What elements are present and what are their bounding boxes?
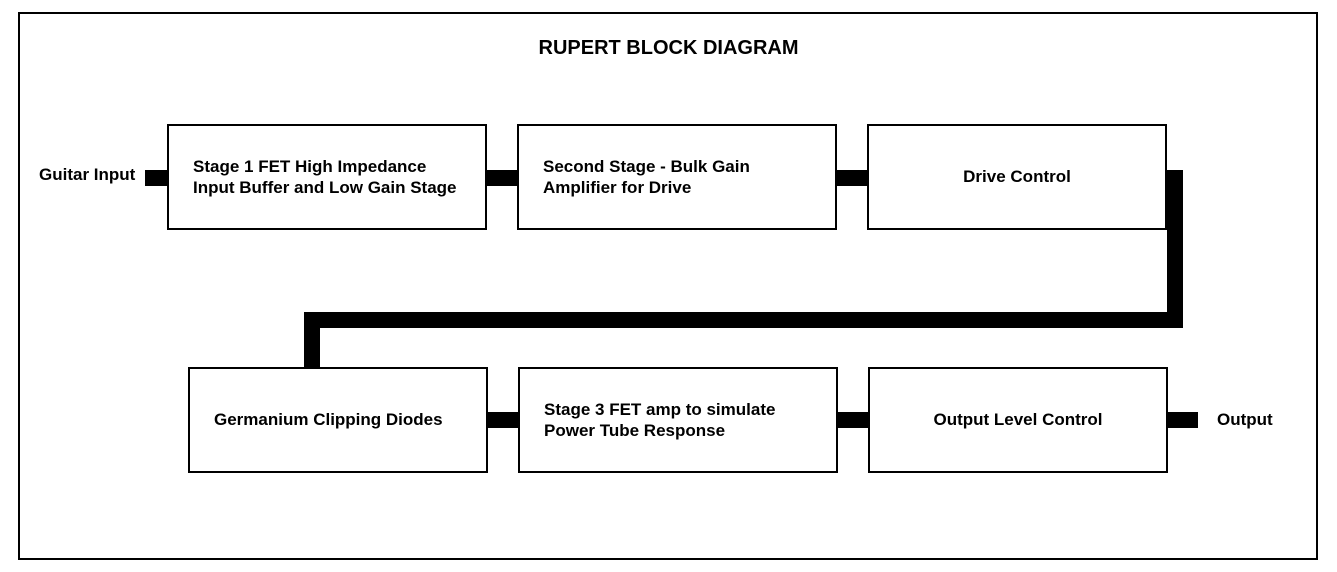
guitar-input-label: Guitar Input bbox=[39, 165, 135, 185]
block-outlvl-text: Output Level Control bbox=[933, 409, 1102, 430]
edge-s3-out bbox=[838, 412, 868, 428]
edge-across bbox=[304, 312, 1183, 328]
block-outlvl: Output Level Control bbox=[868, 367, 1168, 473]
block-stage1-text: Stage 1 FET High Impedance Input Buffer … bbox=[193, 156, 461, 199]
block-stage2-text: Second Stage - Bulk Gain Amplifier for D… bbox=[543, 156, 811, 199]
block-clip: Germanium Clipping Diodes bbox=[188, 367, 488, 473]
edge-out-lbl bbox=[1168, 412, 1198, 428]
block-stage3: Stage 3 FET amp to simulate Power Tube R… bbox=[518, 367, 838, 473]
block-stage2: Second Stage - Bulk Gain Amplifier for D… bbox=[517, 124, 837, 230]
block-stage1: Stage 1 FET High Impedance Input Buffer … bbox=[167, 124, 487, 230]
block-clip-text: Germanium Clipping Diodes bbox=[214, 409, 443, 430]
output-label: Output bbox=[1217, 410, 1273, 430]
edge-down-clip bbox=[304, 312, 320, 367]
edge-dr-down bbox=[1167, 170, 1183, 328]
diagram-title: RUPERT BLOCK DIAGRAM bbox=[0, 37, 1337, 60]
outer-frame bbox=[18, 12, 1318, 560]
edge-in-s1 bbox=[145, 170, 167, 186]
edge-s2-dr bbox=[837, 170, 867, 186]
edge-s1-s2 bbox=[487, 170, 517, 186]
edge-cl-s3 bbox=[488, 412, 518, 428]
block-stage3-text: Stage 3 FET amp to simulate Power Tube R… bbox=[544, 399, 812, 442]
block-drive-text: Drive Control bbox=[963, 166, 1071, 187]
diagram-canvas: RUPERT BLOCK DIAGRAM Guitar Input Stage … bbox=[0, 0, 1337, 572]
block-drive: Drive Control bbox=[867, 124, 1167, 230]
